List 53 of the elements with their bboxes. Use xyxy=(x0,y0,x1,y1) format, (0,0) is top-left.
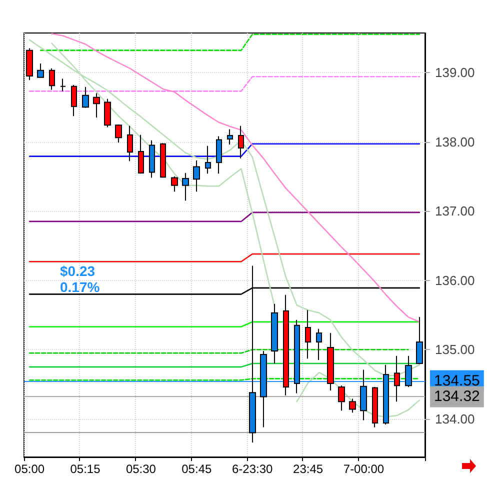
x-tick-label: 6-23:30 xyxy=(232,462,274,476)
candlestick xyxy=(394,355,400,402)
candlestick xyxy=(372,386,378,428)
x-tick-label: 05:30 xyxy=(126,462,156,476)
candlestick xyxy=(360,369,367,421)
y-tick-label: 138.00 xyxy=(435,134,475,150)
candlestick xyxy=(127,125,133,162)
candlestick xyxy=(327,332,334,391)
candlestick xyxy=(115,124,122,143)
candlestick xyxy=(171,176,178,192)
candlestick xyxy=(160,142,166,178)
x-tick-label: 05:45 xyxy=(182,462,212,476)
candlestick xyxy=(316,328,322,361)
candlestick xyxy=(271,303,278,364)
y-tick-label: 135.00 xyxy=(435,342,475,358)
candlestick xyxy=(294,319,300,394)
candlestick xyxy=(71,84,77,117)
x-tick-label: 23:45 xyxy=(293,462,324,476)
candlestick xyxy=(104,98,111,128)
candlestick xyxy=(138,134,144,174)
x-tick-label: 05:15 xyxy=(70,462,101,476)
candlestick xyxy=(205,145,211,174)
candlestick xyxy=(149,140,155,178)
candlestick xyxy=(93,92,100,118)
candlestick xyxy=(238,125,244,159)
candlestick xyxy=(416,316,423,365)
candlestick xyxy=(260,350,267,428)
candlestick xyxy=(405,355,412,388)
y-tick-label: 137.00 xyxy=(435,204,475,219)
candlestick xyxy=(383,364,389,425)
x-tick-label: 05:00 xyxy=(14,462,45,476)
line-series xyxy=(51,33,420,323)
candlestick xyxy=(216,136,222,174)
x-tick-label: 7-00:00 xyxy=(343,462,384,476)
candlestick xyxy=(26,48,33,81)
y-tick-label: 134.00 xyxy=(435,411,475,426)
annotation: 0.17% xyxy=(60,279,100,295)
candlestick xyxy=(349,398,356,414)
candlestick xyxy=(305,310,311,360)
ref-line-label: 134.55 xyxy=(434,372,480,390)
annotation: $0.23 xyxy=(60,263,96,279)
candlestick xyxy=(37,62,44,78)
candlestick xyxy=(227,128,233,146)
candlestick xyxy=(60,78,66,92)
candlestick xyxy=(82,86,89,108)
candlestick xyxy=(49,68,55,90)
candlestick xyxy=(283,294,289,396)
candlestick xyxy=(338,385,345,412)
y-tick-label: 136.00 xyxy=(435,272,475,288)
candlestick xyxy=(182,172,189,202)
candlestick xyxy=(193,160,200,192)
ref-line-label: 134.32 xyxy=(434,388,480,406)
y-tick-label: 139.00 xyxy=(435,64,475,80)
